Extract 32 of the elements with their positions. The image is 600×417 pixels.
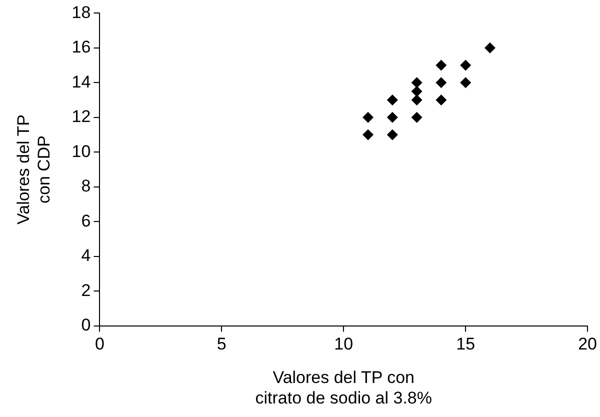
x-tick-label: 0	[94, 334, 104, 354]
point	[484, 42, 496, 54]
y-tick-label: 4	[81, 246, 91, 266]
x-axis-title: Valores del TP con citrato de sodio al 3.8%	[255, 368, 432, 408]
y-tick-label: 18	[72, 2, 91, 22]
point	[386, 94, 398, 106]
point	[460, 60, 472, 71]
y-tick-label: 14	[72, 72, 91, 92]
x-tick-label: 10	[334, 334, 354, 354]
point	[460, 77, 472, 88]
point	[411, 112, 422, 123]
x-tick-label: 15	[456, 334, 476, 354]
point	[362, 129, 374, 140]
y-tick-label: 8	[81, 176, 91, 196]
y-tick-label: 6	[81, 211, 91, 230]
y-tick-label: 0	[81, 315, 91, 334]
point	[411, 86, 422, 97]
point	[411, 77, 422, 88]
y-tick-label: 16	[72, 38, 91, 57]
y-axis-title: Valores del TP con CDP	[14, 114, 54, 224]
point	[411, 94, 422, 106]
y-tick-label: 10	[72, 142, 91, 161]
point	[362, 112, 374, 123]
point	[386, 129, 398, 140]
y-tick-label: 12	[72, 107, 91, 126]
x-tick-label: 20	[578, 334, 598, 354]
point	[386, 112, 398, 123]
point	[436, 77, 447, 88]
point	[436, 94, 447, 106]
y-tick-label: 2	[81, 280, 91, 300]
point	[436, 60, 447, 71]
x-tick-label: 5	[216, 334, 226, 354]
